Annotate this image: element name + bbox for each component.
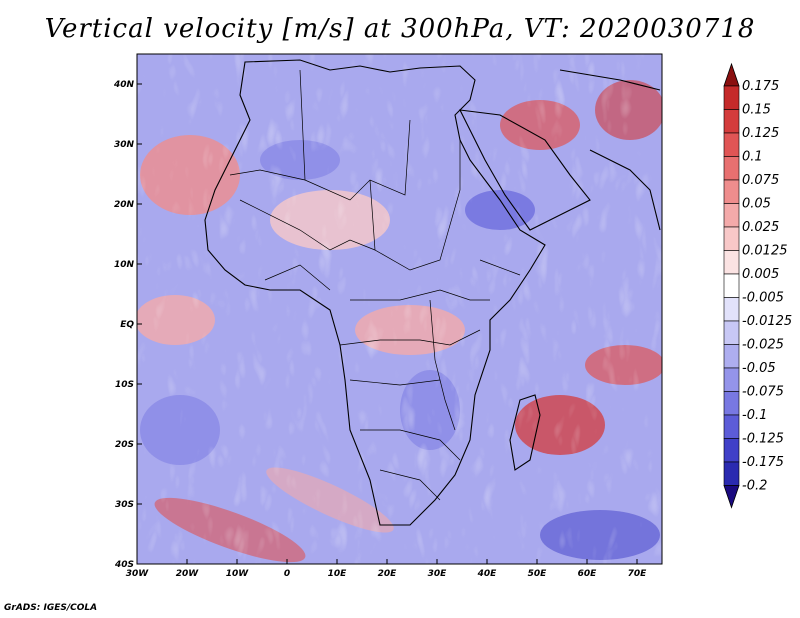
lon-tick-label: 70E [628, 569, 648, 579]
lon-tick-label: 30W [126, 569, 150, 579]
colorbar-swatch [723, 438, 740, 463]
colorbar-swatch [723, 461, 740, 486]
latitude-axis: 40N 30N 20N 10N EQ 10S 20S 30S 40S [113, 80, 142, 570]
colorbar-label: -0.2 [742, 479, 767, 494]
longitude-axis: 30W 20W 10W 0 10E 20E 30E 40E 50E 60E 70E [126, 559, 647, 579]
colorbar-swatch [723, 273, 740, 298]
lat-tick-label: 40N [113, 80, 135, 90]
colorbar-label: 0.0125 [742, 244, 788, 259]
colorbar-label: -0.125 [742, 432, 784, 447]
lon-tick-label: 20W [176, 569, 200, 579]
lat-tick-label: 20S [115, 440, 134, 450]
colorbar-label: 0.075 [742, 173, 779, 188]
chart-title: Vertical velocity [m/s] at 300hPa, VT: 2… [44, 14, 756, 44]
lon-tick-label: 50E [528, 569, 548, 579]
colorbar-label: -0.005 [742, 291, 784, 306]
colorbar-swatch [723, 391, 740, 416]
colorbar-label: -0.1 [742, 408, 767, 423]
lon-tick-label: 30E [428, 569, 448, 579]
lon-tick-label: 20E [378, 569, 398, 579]
lon-tick-label: 40E [477, 569, 498, 579]
colorbar-swatch [723, 132, 740, 157]
colorbar-label: -0.025 [742, 338, 784, 353]
colorbar-label: 0.125 [742, 126, 779, 141]
colorbar-swatch [723, 297, 740, 322]
colorbar-swatch [723, 85, 740, 110]
colorbar-label: 0.1 [742, 150, 763, 165]
colorbar-label: -0.175 [742, 455, 784, 470]
colorbar-bottom-arrow [723, 485, 740, 509]
colorbar-label: 0.15 [742, 103, 771, 118]
lon-tick-label: 60E [578, 569, 598, 579]
coastlines [204, 59, 661, 526]
colorbar-label: 0.05 [742, 197, 771, 212]
colorbar-swatch [723, 226, 740, 251]
colorbar-swatch [723, 156, 740, 181]
lon-tick-label: 10E [328, 569, 348, 579]
colorbar-swatch [723, 250, 740, 275]
colorbar-swatch [723, 320, 740, 345]
grads-credit: GrADS: IGES/COLA [4, 603, 98, 613]
lat-tick-label: 20N [114, 200, 135, 210]
colorbar-swatch [723, 109, 740, 134]
colorbar-label: 0.005 [742, 267, 779, 282]
colorbar-label: 0.025 [742, 220, 779, 235]
colorbar-label: -0.0125 [742, 314, 792, 329]
lat-tick-label: 10S [115, 380, 134, 390]
lat-tick-label: 30N [114, 140, 135, 150]
lon-tick-label: 0 [284, 569, 290, 579]
lat-tick-label: 40S [114, 560, 134, 570]
colorbar-swatch [723, 179, 740, 204]
colorbar-swatch [723, 367, 740, 392]
colorbar-swatch [723, 414, 740, 439]
lat-tick-label: 30S [115, 500, 134, 510]
lat-tick-label: EQ [120, 320, 134, 330]
lon-tick-label: 10W [226, 569, 250, 579]
colorbar-label: -0.075 [742, 385, 784, 400]
colorbar-swatch [723, 344, 740, 369]
colorbar-label: 0.175 [742, 79, 779, 94]
colorbar-swatch [723, 203, 740, 228]
colorbar-label: -0.05 [742, 361, 776, 376]
plot-frame [136, 53, 663, 565]
lat-tick-label: 10N [114, 260, 135, 270]
colorbar-top-arrow [723, 62, 740, 87]
country-borders [229, 69, 521, 501]
